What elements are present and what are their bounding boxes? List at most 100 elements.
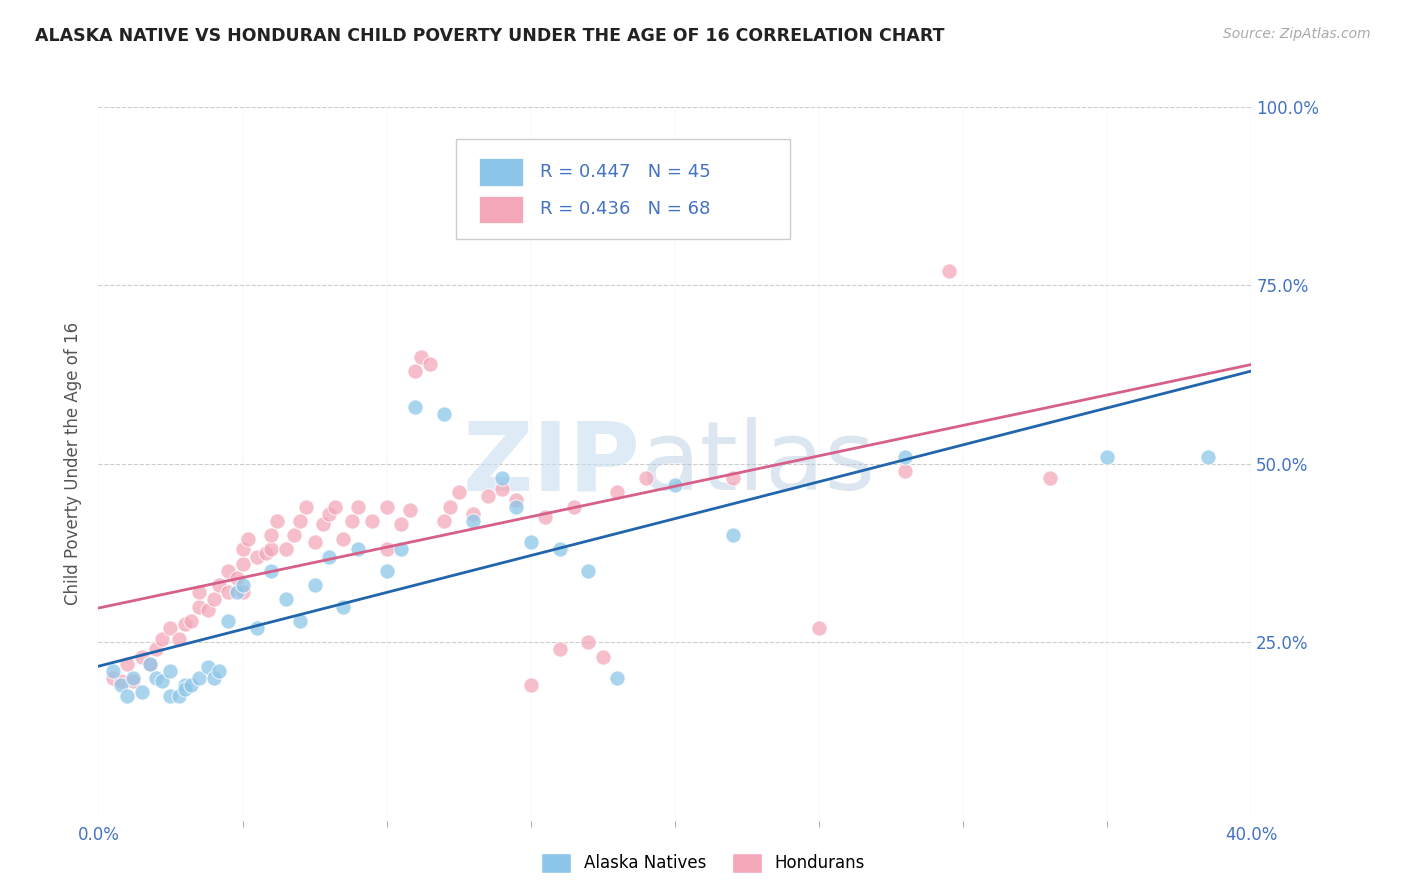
Point [505,500,527,514]
Point [505,492,527,507]
Point [894,450,917,464]
Text: R = 0.436   N = 68: R = 0.436 N = 68 [540,200,710,218]
Point [231,585,254,599]
Legend: Alaska Natives, Hondurans: Alaska Natives, Hondurans [534,847,872,880]
Point [398,503,420,517]
Point [260,542,283,557]
Point [375,542,398,557]
Point [197,660,219,674]
Point [318,549,340,564]
Point [405,400,427,414]
Point [101,671,124,685]
Point [405,364,427,378]
Point [375,564,398,578]
Point [938,264,960,278]
FancyBboxPatch shape [456,139,790,239]
Point [208,578,231,592]
Point [217,614,239,628]
FancyBboxPatch shape [479,159,523,186]
FancyBboxPatch shape [479,195,523,223]
Point [266,514,288,528]
Point [188,599,211,614]
Point [461,514,484,528]
Point [110,674,132,689]
Point [139,657,162,671]
Point [260,528,283,542]
Point [433,407,456,421]
Point [150,632,173,646]
Point [217,564,239,578]
Point [520,678,543,692]
Point [231,542,254,557]
Point [1197,450,1219,464]
Point [578,635,600,649]
Point [520,535,543,549]
Point [606,671,628,685]
Point [548,642,571,657]
Point [562,500,585,514]
Point [167,689,190,703]
Point [346,542,368,557]
Point [174,617,197,632]
Point [1097,450,1119,464]
Point [389,542,412,557]
Point [304,535,326,549]
Point [477,489,499,503]
Text: atlas: atlas [640,417,876,510]
Point [122,671,145,685]
Point [122,674,145,689]
Point [174,681,197,696]
Text: R = 0.447   N = 45: R = 0.447 N = 45 [540,163,711,181]
Point [225,571,247,585]
Point [721,528,744,542]
Point [131,685,153,699]
Point [636,471,658,485]
Point [254,546,277,560]
Point [332,532,354,546]
Point [101,664,124,678]
Point [375,500,398,514]
Point [197,603,219,617]
Point [578,564,600,578]
Point [117,689,139,703]
Point [238,532,260,546]
Point [389,517,412,532]
Point [274,542,297,557]
Point [721,471,744,485]
Point [274,592,297,607]
Point [346,500,368,514]
Point [167,632,190,646]
Point [461,507,484,521]
Point [174,678,197,692]
Y-axis label: Child Poverty Under the Age of 16: Child Poverty Under the Age of 16 [65,322,83,606]
Point [318,507,340,521]
Point [419,357,441,371]
Point [548,542,571,557]
Point [231,578,254,592]
Point [894,464,917,478]
Point [332,599,354,614]
Point [1038,471,1062,485]
Point [150,674,173,689]
Point [217,585,239,599]
Point [180,614,202,628]
Point [447,485,470,500]
Point [180,678,202,692]
Point [807,621,830,635]
Point [202,592,225,607]
Point [110,678,132,692]
Point [304,578,326,592]
Point [439,500,461,514]
Point [145,671,167,685]
Point [131,649,153,664]
Point [231,557,254,571]
Text: Source: ZipAtlas.com: Source: ZipAtlas.com [1223,27,1371,41]
Point [225,585,247,599]
Point [295,500,318,514]
Point [290,514,312,528]
Point [202,671,225,685]
Point [188,585,211,599]
Point [208,664,231,678]
Point [139,657,162,671]
Point [283,528,305,542]
